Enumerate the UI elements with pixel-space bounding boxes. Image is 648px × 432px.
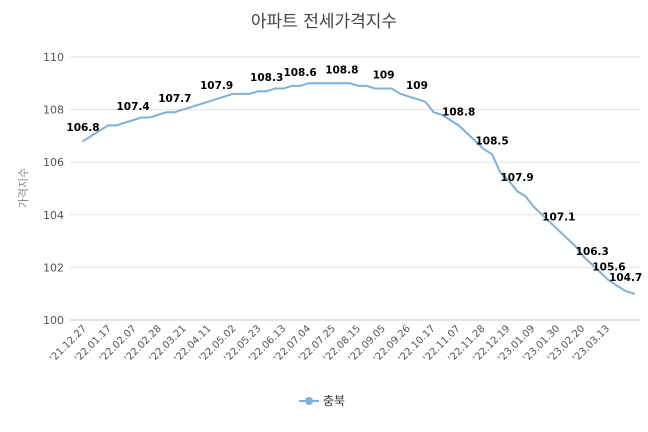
legend-marker xyxy=(305,397,313,405)
y-tick-label: 104 xyxy=(43,209,64,222)
data-label: 107.7 xyxy=(158,93,191,105)
x-axis-ticks: '21.12.27'22.01.17'22.02.07'22.02.28'22.… xyxy=(48,323,612,364)
legend-label: 충북 xyxy=(323,394,345,408)
data-label: 108.5 xyxy=(475,135,508,147)
data-label: 105.6 xyxy=(592,262,625,274)
data-labels: 106.8 107.4 107.7 107.9 108.3 108.6 108.8 109 10… xyxy=(66,0,648,284)
data-label: 104.7 xyxy=(609,272,642,284)
y-axis-ticks: 100 102 104 106 108 110 xyxy=(43,51,64,327)
data-label: 107.1 xyxy=(542,212,575,224)
gridlines xyxy=(70,56,640,321)
data-label: 109 xyxy=(406,80,428,92)
y-tick-label: 106 xyxy=(43,156,64,169)
data-label: 108.3 xyxy=(250,72,283,84)
data-label: 106.8 xyxy=(66,122,99,134)
data-label: 108.6 xyxy=(283,67,316,79)
data-label: 109 xyxy=(373,70,395,82)
data-label: 106.3 xyxy=(576,246,609,258)
data-label: 107.4 xyxy=(116,101,149,113)
data-label: 103.4 xyxy=(642,0,648,3)
y-tick-label: 108 xyxy=(43,104,64,117)
data-label: 108.8 xyxy=(325,64,358,76)
data-label: 107.9 xyxy=(200,80,233,92)
series-line-chungbuk xyxy=(82,82,635,295)
y-axis-label: 가격지수 xyxy=(17,168,30,208)
data-label: 107.9 xyxy=(501,172,534,184)
chart-title: 아파트 전세가격지수 xyxy=(251,12,397,32)
y-tick-label: 110 xyxy=(43,51,64,64)
data-label: 108.8 xyxy=(442,106,475,118)
y-tick-label: 102 xyxy=(43,261,64,274)
series-group xyxy=(82,82,635,295)
y-tick-label: 100 xyxy=(43,314,64,327)
legend[interactable]: 충북 xyxy=(299,394,345,408)
data-label: 104 xyxy=(631,0,648,3)
